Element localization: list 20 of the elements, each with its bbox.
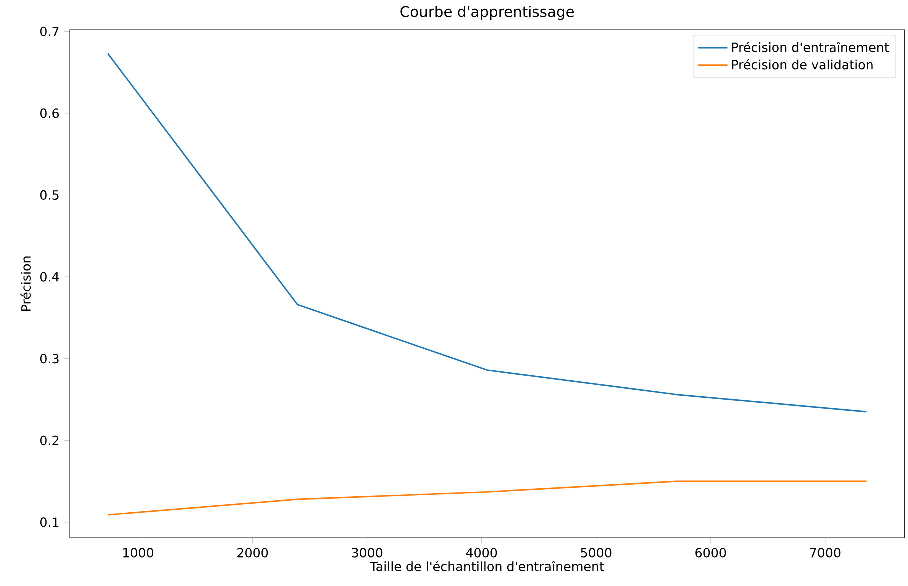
y-tick-label: 0.6 xyxy=(40,108,60,118)
y-tick-label: 0.3 xyxy=(40,354,59,364)
y-axis-title: Précision xyxy=(20,256,31,312)
y-tick-label: 0.5 xyxy=(40,190,59,200)
x-tick-label: 7000 xyxy=(810,548,841,558)
x-tick-label: 5000 xyxy=(581,548,612,558)
legend-label: Précision d'entraînement xyxy=(732,42,890,52)
y-tick-label: 0.1 xyxy=(40,518,59,528)
line-series xyxy=(107,480,868,516)
x-tick-label: 2000 xyxy=(238,548,268,558)
x-tick-label: 4000 xyxy=(466,548,498,558)
y-tick-label: 0.7 xyxy=(40,26,59,36)
chart-title: Courbe d'apprentissage xyxy=(400,6,574,20)
x-tick-label: 6000 xyxy=(696,548,726,558)
x-axis-title: Taille de l'échantillon d'entraînement xyxy=(370,561,604,572)
legend-label: Précision de validation xyxy=(732,59,873,70)
y-tick-label: 0.4 xyxy=(40,272,60,282)
y-tick-label: 0.2 xyxy=(40,436,59,446)
x-tick-label: 1000 xyxy=(124,548,154,558)
x-tick-label: 3000 xyxy=(352,548,383,558)
